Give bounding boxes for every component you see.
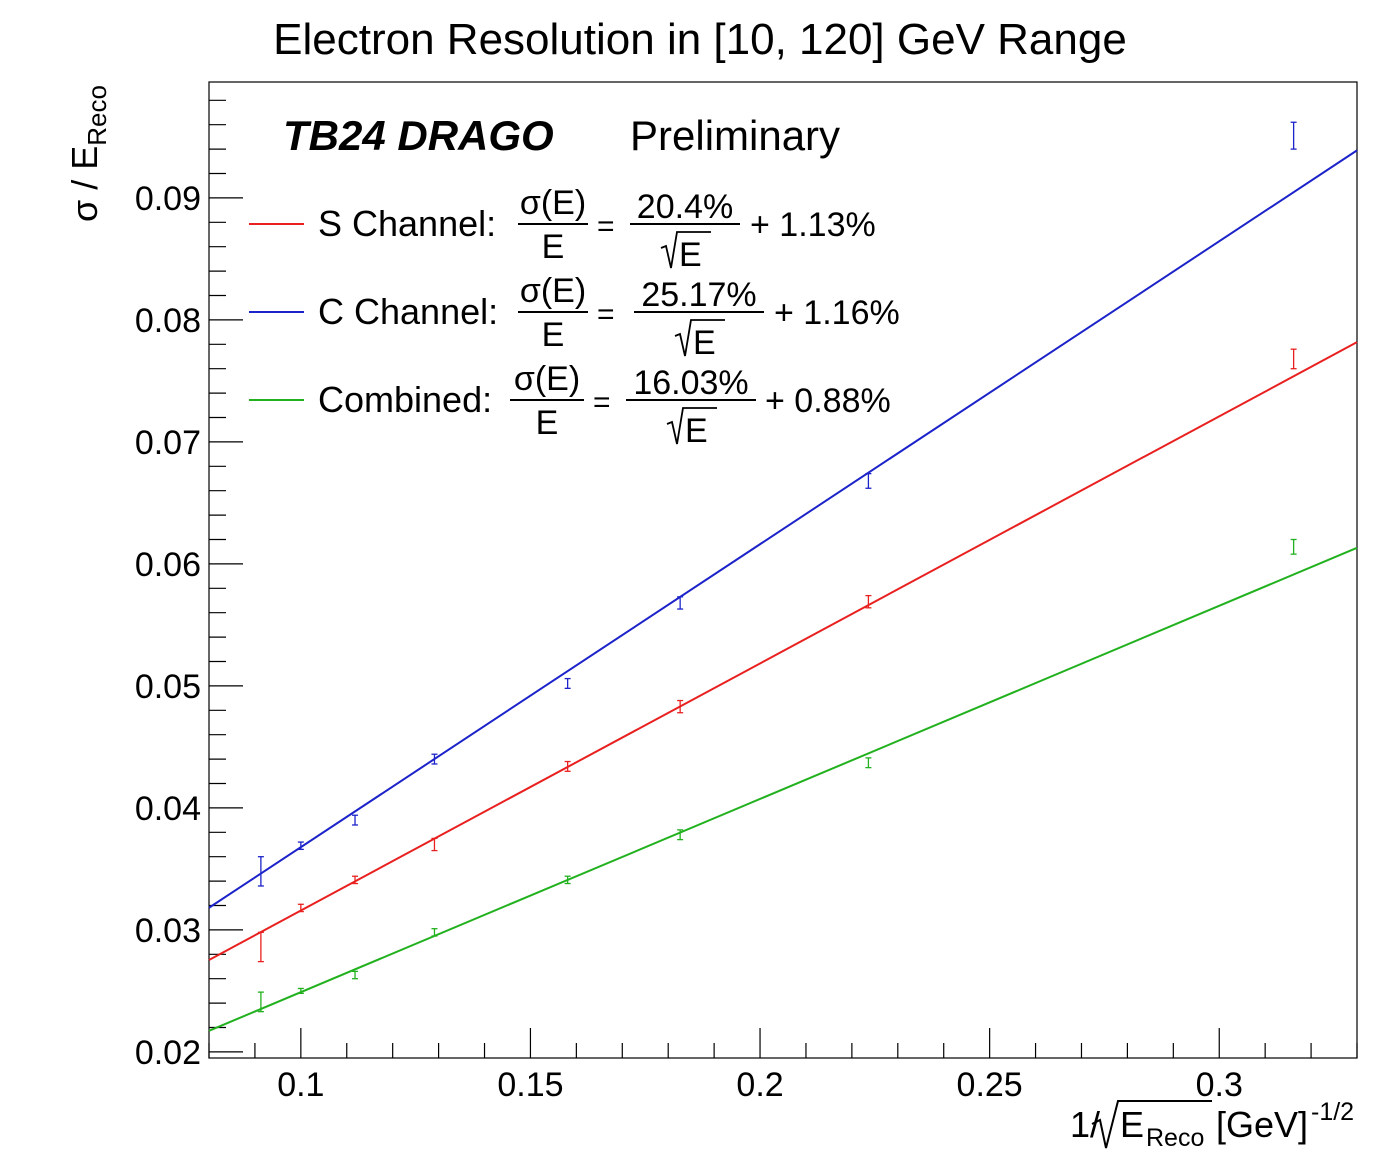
data-point	[257, 991, 264, 1013]
legend: S Channel: σ(E) E = 20.4% E + 1.13% C Channel: σ…	[249, 184, 900, 450]
y-tick-label: 0.08	[135, 302, 201, 340]
y-tick-label: 0.03	[135, 912, 201, 950]
y-tick-label: 0.02	[135, 1034, 201, 1072]
legend-fraction-numerator: σ(E)	[520, 272, 586, 310]
legend-fraction-numerator: σ(E)	[514, 360, 580, 398]
data-point	[865, 594, 872, 609]
data-point	[865, 472, 872, 489]
annotation-normal: Preliminary	[630, 112, 840, 159]
data-point	[677, 596, 684, 610]
data-point	[431, 837, 438, 852]
x-axis-label-sub: Reco	[1146, 1124, 1204, 1152]
legend-entry: Combined: σ(E) E = 16.03% E + 0.88%	[249, 360, 891, 450]
data-point	[677, 829, 684, 841]
x-tick-label: 0.15	[497, 1066, 563, 1104]
x-tick-label: 0.25	[957, 1066, 1023, 1104]
legend-entry: C Channel: σ(E) E = 25.17% E + 1.16%	[249, 272, 900, 362]
y-tick-label: 0.06	[135, 546, 201, 584]
legend-series-name: S Channel:	[318, 203, 496, 244]
legend-equals: =	[593, 386, 611, 419]
data-points	[257, 121, 1297, 1013]
legend-sqrt-sign	[674, 319, 725, 357]
legend-fraction-numerator: σ(E)	[520, 184, 586, 222]
fit-line	[208, 546, 1358, 1032]
x-axis-label-exp: -1/2	[1311, 1098, 1354, 1126]
data-point	[431, 753, 438, 765]
data-point	[431, 928, 438, 937]
data-point	[352, 814, 359, 826]
fit-line	[208, 149, 1358, 909]
y-axis-label: σ / EReco	[64, 85, 112, 222]
x-tick-label: 0.2	[736, 1066, 783, 1104]
data-point	[297, 841, 304, 851]
data-point	[865, 757, 872, 769]
data-point	[1290, 121, 1297, 150]
annotation-bold: TB24 DRAGO	[283, 112, 554, 159]
legend-fraction-denominator: E	[542, 316, 565, 354]
data-point	[297, 903, 304, 913]
legend-sqrt-argument: E	[679, 236, 702, 274]
legend-equals: =	[597, 210, 615, 243]
annotation: TB24 DRAGO Preliminary	[283, 112, 840, 159]
x-tick-label: 0.1	[277, 1066, 324, 1104]
y-tick-label: 0.07	[135, 424, 201, 462]
data-point	[564, 875, 571, 885]
plot-frame	[208, 81, 1358, 1059]
data-point	[297, 987, 304, 994]
data-point	[1290, 538, 1297, 555]
x-axis-label-sqrt	[1091, 1100, 1212, 1149]
legend-series-name: Combined:	[318, 379, 492, 420]
y-axis-label-main: σ / E	[64, 146, 105, 222]
legend-stochastic-term: 20.4%	[637, 188, 733, 226]
fit-lines	[208, 149, 1358, 1032]
y-tick-label: 0.09	[135, 180, 201, 218]
x-tick-label: 0.3	[1196, 1066, 1243, 1104]
legend-sqrt-sign	[660, 231, 711, 269]
legend-sqrt-argument: E	[685, 412, 708, 450]
legend-constant-term: + 1.13%	[750, 206, 876, 244]
legend-fraction-denominator: E	[536, 404, 559, 442]
y-axis-label-sub: Reco	[82, 85, 112, 146]
chart-title: Electron Resolution in [10, 120] GeV Ran…	[273, 15, 1127, 64]
legend-stochastic-term: 25.17%	[641, 276, 756, 314]
legend-sqrt-argument: E	[693, 324, 716, 362]
fit-line	[208, 341, 1358, 961]
legend-entry: S Channel: σ(E) E = 20.4% E + 1.13%	[249, 184, 876, 274]
x-axis-label-main: E	[1120, 1104, 1144, 1145]
data-point	[564, 677, 571, 689]
legend-fraction-denominator: E	[542, 228, 565, 266]
y-tick-label: 0.04	[135, 790, 201, 828]
y-tick-label: 0.05	[135, 668, 201, 706]
legend-stochastic-term: 16.03%	[633, 364, 748, 402]
data-point	[352, 875, 359, 885]
data-point	[564, 760, 571, 772]
legend-equals: =	[597, 298, 615, 331]
data-point	[257, 856, 264, 887]
legend-constant-term: + 1.16%	[774, 294, 900, 332]
x-axis-label-prefix: 1/	[1070, 1104, 1100, 1145]
legend-sqrt-sign	[666, 407, 717, 445]
axes: 0.1 0.15 0.2 0.25 0.3 0.02 0.03 0.04 0.05 0.06 0.0…	[135, 99, 1358, 1104]
data-point	[352, 970, 359, 980]
x-axis-label-unit: [GeV]	[1216, 1104, 1308, 1145]
x-axis-label: 1/ E Reco [GeV] -1/2	[1070, 1098, 1354, 1152]
data-point	[257, 931, 264, 963]
legend-series-name: C Channel:	[318, 291, 498, 332]
data-point	[677, 699, 684, 714]
legend-constant-term: + 0.88%	[765, 382, 891, 420]
data-point	[1290, 348, 1297, 370]
